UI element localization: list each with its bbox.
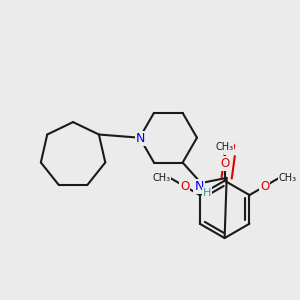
- Text: CH₃: CH₃: [152, 173, 170, 183]
- Text: O: O: [260, 180, 269, 193]
- Text: CH₃: CH₃: [279, 173, 297, 183]
- Text: H: H: [203, 188, 212, 198]
- Text: N: N: [194, 180, 204, 193]
- Text: O: O: [220, 157, 229, 170]
- Text: N: N: [136, 132, 145, 145]
- Text: O: O: [180, 180, 189, 193]
- Text: CH₃: CH₃: [216, 142, 234, 152]
- Text: O: O: [225, 141, 235, 154]
